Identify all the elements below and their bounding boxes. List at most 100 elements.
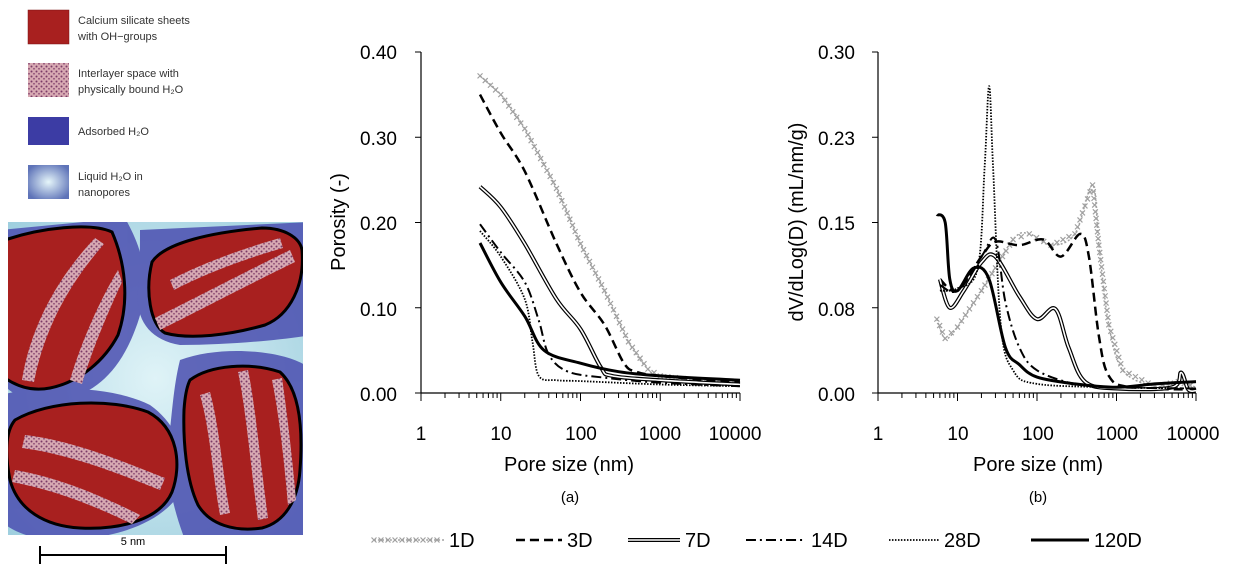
legend-item-7D: 7D [628, 530, 711, 552]
x-tick-label: 1 [416, 424, 427, 445]
marker-1D [564, 210, 571, 216]
y-tick-label: 0.00 [818, 385, 855, 406]
marker-1D [482, 77, 489, 84]
y-tick-labels: 0.40 0.30 0.20 0.10 0.00 [360, 43, 397, 406]
legend-item-3D: 3D [516, 530, 593, 552]
marker-1D [1097, 256, 1104, 263]
marker-1D [601, 287, 608, 294]
marker-1D [540, 161, 547, 168]
marker-1D [1082, 203, 1088, 209]
marker-1D [1089, 182, 1096, 188]
x-tick-label: 10000 [1167, 424, 1220, 445]
x-tick-label: 10000 [709, 424, 762, 445]
y-tick-label: 0.00 [360, 385, 397, 406]
marker-1D [1109, 334, 1116, 341]
marker-1D [525, 131, 531, 138]
marker-1D [1093, 222, 1100, 229]
legend-line2: with OH−groups [77, 31, 158, 43]
marker-1D [604, 294, 611, 301]
marker-1D [577, 240, 584, 247]
marker-1D [1066, 233, 1072, 240]
marker-1D [1090, 188, 1097, 195]
marker-1D [1119, 367, 1126, 374]
marker-1D [1104, 307, 1110, 314]
csh-schematic [8, 222, 303, 535]
scale-bar: 5 nm [39, 536, 227, 564]
legend-label: 120D [1094, 530, 1142, 552]
marker-1D [583, 252, 590, 259]
marker-1D [553, 185, 560, 192]
marker-1D [589, 264, 596, 271]
x-axis-label: Pore size (nm) [504, 454, 634, 476]
x-axis-label: Pore size (nm) [973, 454, 1103, 476]
y-tick-label: 0.15 [818, 214, 855, 235]
marker-1D [936, 322, 943, 329]
marker-1D [399, 537, 405, 543]
series-group [933, 85, 1197, 394]
marker-1D [580, 246, 587, 253]
y-axis-label: dV/dLog(D) (mL/nm/g) [786, 123, 808, 322]
marker-1D [616, 319, 623, 326]
legend-item-1D: 1D [371, 530, 475, 552]
marker-1D [1093, 215, 1099, 222]
marker-1D [572, 228, 579, 235]
marker-1D [569, 222, 576, 229]
legend-item-28D: 28D [889, 530, 981, 552]
marker-1D [1102, 292, 1109, 299]
marker-1D [1079, 209, 1086, 216]
x-tick-labels: 1 10 100 1000 10000 [873, 424, 1220, 445]
y-tick-label: 0.10 [360, 300, 397, 321]
marker-1D [1095, 242, 1102, 249]
chart-panel-a: 0.40 0.30 0.20 0.10 0.00 1 10 100 1000 1… [328, 43, 761, 506]
marker-1D [595, 276, 602, 282]
marker-1D [613, 313, 620, 320]
marker-1D [487, 82, 494, 89]
legend-label: 7D [685, 530, 711, 552]
marker-1D [633, 349, 640, 356]
marker-1D [537, 155, 544, 162]
liquid-swatch [28, 165, 69, 199]
legend-label: 3D [567, 530, 593, 552]
series-line-120D [935, 213, 1197, 389]
marker-1D [999, 253, 1006, 260]
marker-1D [1103, 300, 1110, 307]
sheet-swatch [27, 9, 70, 45]
legend-line2: nanopores [78, 187, 130, 199]
legend-item-liquid: Liquid H₂O in nanopores [28, 165, 143, 199]
legend-line1: Adsorbed H₂O [78, 126, 149, 138]
marker-1D [1095, 235, 1102, 242]
legend-label: 14D [811, 530, 848, 552]
marker-1D [513, 114, 520, 121]
legend-item-14D: 14D [746, 530, 848, 552]
marker-1D [1115, 354, 1122, 361]
series-line-3D [939, 232, 1197, 391]
marker-1D [427, 537, 433, 543]
axes [415, 51, 741, 401]
marker-1D [1107, 328, 1114, 335]
marker-1D [378, 537, 384, 543]
y-tick-label: 0.30 [818, 43, 855, 64]
marker-1D [566, 216, 573, 223]
marker-1D [1113, 347, 1120, 354]
marker-1D [958, 318, 965, 324]
series-line-1D [936, 184, 1197, 389]
marker-1D [517, 120, 524, 126]
marker-1D [641, 360, 647, 367]
interlayer-swatch [28, 63, 69, 97]
legend-item-interlayer: Interlayer space with physically bound H… [28, 63, 184, 97]
marker-1D [497, 91, 504, 98]
x-tick-label: 100 [1022, 424, 1054, 445]
series-line-7D [937, 252, 1197, 394]
marker-1D [371, 537, 377, 543]
marker-1D [406, 537, 412, 543]
y-tick-label: 0.20 [360, 214, 397, 235]
x-tick-label: 10 [947, 424, 968, 445]
marker-1D [574, 234, 581, 241]
marker-1D [1054, 239, 1060, 246]
x-tick-label: 100 [565, 424, 597, 445]
marker-1D [1026, 230, 1033, 237]
marker-1D [1101, 285, 1108, 292]
marker-1D [1077, 216, 1083, 223]
marker-1D [625, 338, 632, 345]
legend-line1: Liquid H₂O in [78, 171, 143, 183]
